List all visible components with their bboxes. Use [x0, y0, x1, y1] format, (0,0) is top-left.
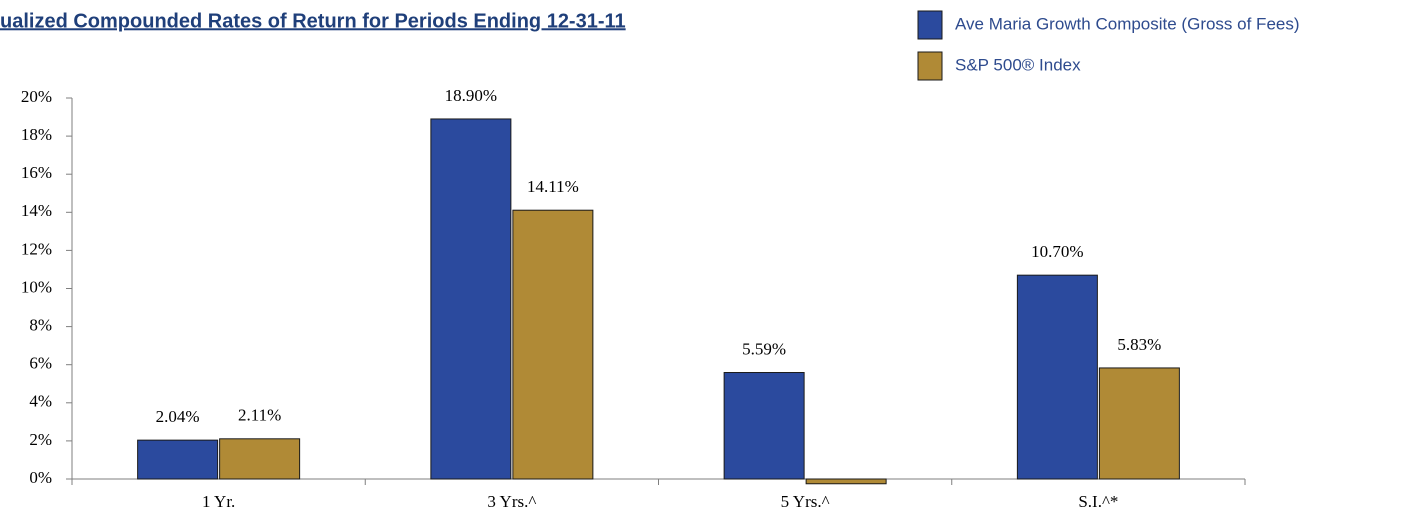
legend-swatch [917, 10, 943, 40]
data-label: 2.11% [238, 406, 281, 425]
y-tick-label: 20% [21, 87, 52, 106]
bar [430, 118, 512, 480]
legend-text: S&P 500® Index [955, 55, 1081, 74]
y-tick-label: 6% [29, 354, 52, 373]
data-label: 18.90% [445, 86, 497, 105]
data-label: 5.83% [1117, 335, 1161, 354]
data-label: 2.04% [156, 407, 200, 426]
y-tick-label: 10% [21, 277, 52, 296]
y-tick-label: 14% [21, 201, 52, 220]
legend-swatch [917, 51, 943, 81]
y-tick-label: 16% [21, 163, 52, 182]
y-tick-label: 12% [21, 239, 52, 258]
bar [1098, 367, 1180, 480]
bar [1016, 274, 1098, 480]
bar [137, 439, 219, 480]
chart-title: ualized Compounded Rates of Return for P… [0, 10, 626, 32]
bar [219, 438, 301, 480]
bar [805, 478, 887, 485]
legend-text: Ave Maria Growth Composite (Gross of Fee… [955, 14, 1300, 33]
bar [512, 209, 594, 480]
x-tick-label: 3 Yrs.^ [487, 492, 536, 511]
y-tick-label: 8% [29, 316, 52, 335]
x-tick-label: S.I.^* [1078, 492, 1118, 511]
data-label: 14.11% [527, 177, 579, 196]
y-tick-label: 18% [21, 125, 52, 144]
y-tick-label: 2% [29, 430, 52, 449]
x-tick-label: 1 Yr. [202, 492, 235, 511]
bar [723, 372, 805, 480]
data-label: 5.59% [742, 339, 786, 358]
data-label: 10.70% [1031, 242, 1083, 261]
x-tick-label: 5 Yrs.^ [781, 492, 830, 511]
y-tick-label: 0% [29, 468, 52, 487]
y-tick-label: 4% [29, 392, 52, 411]
